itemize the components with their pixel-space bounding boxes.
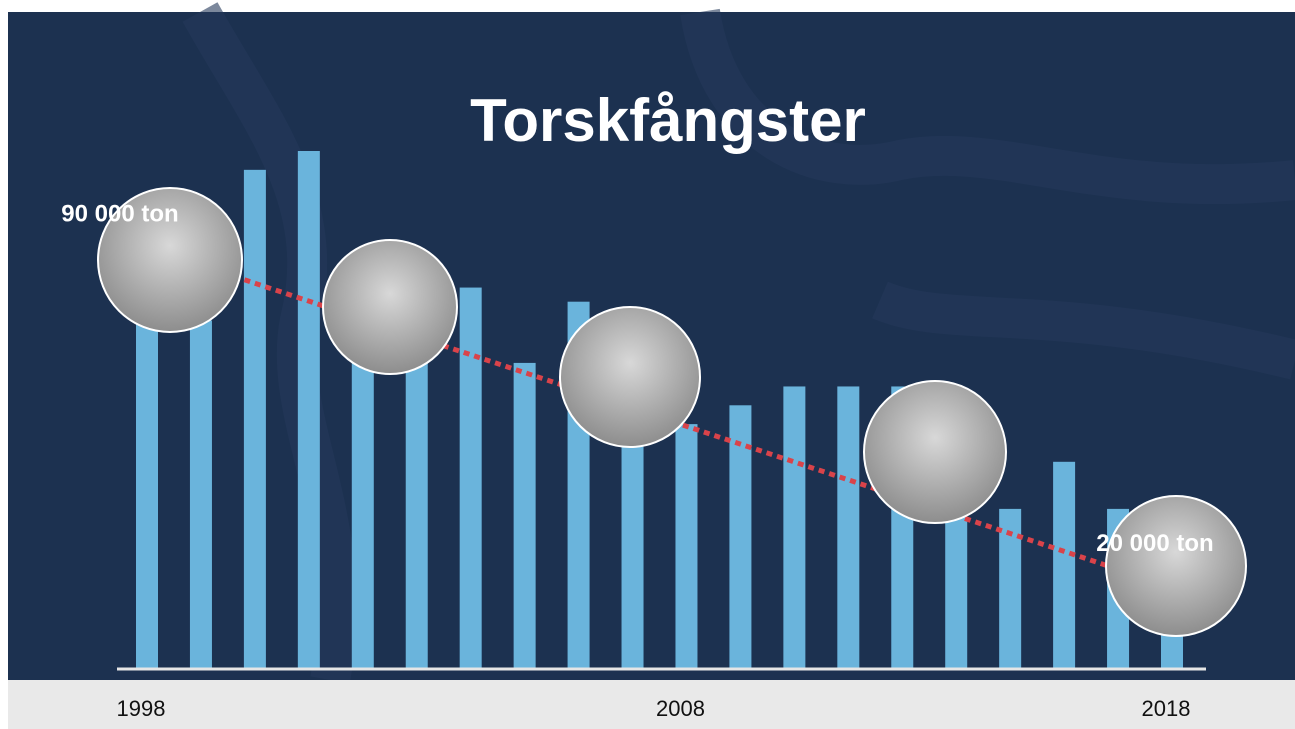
x-tick-label: 2018: [1142, 696, 1191, 721]
x-tick-label: 1998: [117, 696, 166, 721]
bar: [244, 170, 266, 669]
bar: [783, 386, 805, 669]
chart: Torskfångster 90 000 ton 20 000 ton 1998 2…: [0, 0, 1295, 729]
bar: [352, 363, 374, 669]
bar: [622, 438, 644, 669]
portrait: [323, 240, 457, 374]
chart-title: Torskfångster: [470, 87, 866, 154]
year-strip: [8, 680, 1295, 729]
portrait: [864, 381, 1006, 523]
bar: [837, 386, 859, 669]
bar: [190, 321, 212, 669]
portrait: [560, 307, 700, 447]
annotation: 20 000 ton: [1096, 530, 1213, 557]
bar: [406, 358, 428, 669]
x-tick-label: 2008: [656, 696, 705, 721]
bar: [514, 363, 536, 669]
annotation: 90 000 ton: [61, 201, 178, 228]
bar: [298, 151, 320, 669]
bar: [460, 288, 482, 669]
portrait: [1106, 496, 1246, 636]
bar: [945, 509, 967, 669]
bar: [136, 321, 158, 669]
bar: [1053, 462, 1075, 669]
bar: [675, 424, 697, 669]
